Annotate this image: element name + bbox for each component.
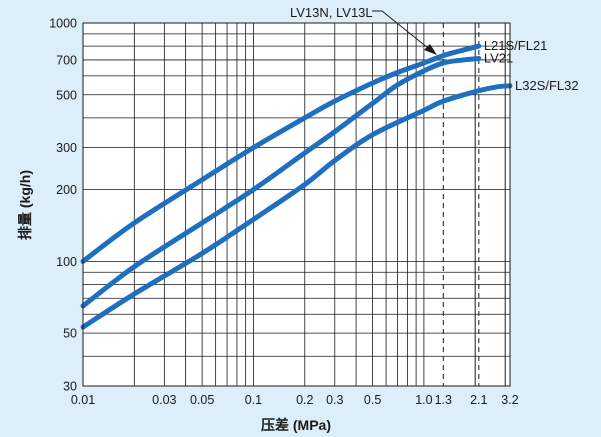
callout-arrowhead (424, 44, 437, 55)
x-tick-label: 3.2 (501, 393, 518, 407)
series-label-3: L32S/FL32 (515, 78, 579, 93)
plot-area (83, 23, 510, 386)
x-tick-label: 0.01 (71, 393, 95, 407)
x-tick-label: 0.2 (296, 393, 313, 407)
y-tick-label: 500 (56, 88, 77, 102)
y-tick-labels: 30 50 100 200 300 500 700 1000 (49, 17, 77, 394)
callout-label: LV13N, LV13L (290, 5, 373, 20)
y-tick-label: 50 (63, 327, 77, 341)
x-tick-label: 0.3 (326, 393, 343, 407)
x-tick-label: 0.1 (245, 393, 262, 407)
x-tick-label: 0.03 (152, 393, 176, 407)
x-tick-label: 1.3 (435, 393, 452, 407)
x-tick-label: 0.05 (190, 393, 214, 407)
x-tick-label: 2.1 (470, 393, 487, 407)
series-line-2 (80, 55, 482, 309)
plot-frame (82, 22, 511, 387)
series-line-3 (80, 83, 513, 330)
series-label-1: L21S/FL21 (484, 38, 548, 53)
y-tick-label: 200 (56, 183, 77, 197)
series-line-1 (80, 43, 482, 264)
series-group (80, 43, 513, 330)
series-label-2: LV21 (484, 50, 513, 65)
y-tick-label: 300 (56, 141, 77, 155)
y-tick-label: 700 (56, 53, 77, 67)
x-tick-label: 0.5 (364, 393, 381, 407)
callout-leader (372, 10, 429, 49)
y-axis-title: 排量 (kg/h) (17, 170, 33, 240)
x-tick-labels: 0.01 0.03 0.05 0.1 0.2 0.3 0.5 1.0 1.3 2.1 3.2 (71, 393, 519, 407)
grid (82, 22, 510, 387)
x-tick-label: 1.0 (415, 393, 432, 407)
y-tick-label: 100 (56, 255, 77, 269)
y-tick-label: 1000 (49, 17, 77, 31)
y-tick-label: 30 (63, 380, 77, 394)
x-axis-title: 压差 (MPa) (261, 417, 331, 433)
reference-lines (442, 23, 480, 386)
